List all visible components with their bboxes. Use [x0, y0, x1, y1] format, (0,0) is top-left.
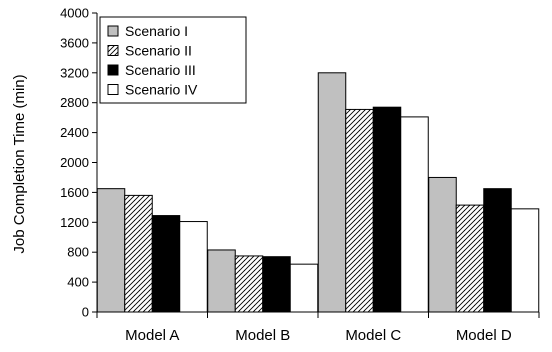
legend-label: Scenario II — [125, 43, 192, 59]
x-category-label: Model A — [125, 327, 179, 344]
y-tick-label: 1600 — [60, 185, 89, 200]
y-tick-label: 0 — [82, 305, 89, 320]
x-category-label: Model C — [345, 327, 401, 344]
bar-scenario-iii-model-a — [151, 215, 181, 313]
bar-scenario-iii-model-c — [372, 106, 402, 313]
legend-swatch-scenario-ii — [107, 45, 119, 56]
y-tick-label: 800 — [67, 245, 89, 260]
legend-label: Scenario I — [125, 23, 188, 39]
bar-scenario-iv-model-a — [179, 221, 208, 313]
legend: Scenario I Scenario II Scenario III Scenari… — [99, 16, 247, 104]
legend-swatch-scenario-iv — [107, 84, 119, 95]
legend-label: Scenario III — [125, 62, 196, 78]
y-tick-label: 4000 — [60, 6, 89, 21]
y-tick-label: 400 — [67, 275, 89, 290]
bar-scenario-iv-model-c — [400, 116, 429, 313]
bar-scenario-i-model-d — [428, 176, 457, 313]
x-category-label: Model D — [456, 327, 512, 344]
bar-scenario-iv-model-d — [510, 208, 540, 313]
bar-scenario-iv-model-b — [289, 263, 319, 313]
y-tick-label: 3200 — [60, 65, 89, 80]
y-axis-title-group: Job Completion Time (min) — [11, 74, 28, 253]
x-category-label: Model B — [235, 327, 290, 344]
legend-label: Scenario IV — [125, 82, 198, 98]
bar-scenario-ii-model-c — [345, 108, 374, 313]
y-tick-label: 1200 — [60, 215, 89, 230]
legend-box — [99, 16, 247, 104]
y-tick-label: 2400 — [60, 125, 89, 140]
bar-scenario-i-model-a — [96, 188, 126, 313]
y-tick-label: 2800 — [60, 95, 89, 110]
y-tick-label: 3600 — [60, 35, 89, 50]
bar-scenario-ii-model-b — [234, 255, 264, 313]
legend-swatch-scenario-i — [107, 25, 119, 37]
bar-scenario-iii-model-b — [262, 256, 291, 313]
y-axis-title: Job Completion Time (min) — [11, 74, 28, 253]
bar-scenario-i-model-b — [207, 249, 236, 313]
y-tick-label: 2000 — [60, 155, 89, 170]
bar-scenario-ii-model-d — [455, 204, 485, 313]
bar-scenario-ii-model-a — [124, 194, 153, 313]
bar-scenario-iii-model-d — [483, 188, 512, 313]
bar-scenario-i-model-c — [317, 72, 347, 313]
plot-area: 0 400 800 1200 1600 2000 2400 2800 3200 3600 4000 M… — [60, 6, 540, 344]
legend-swatch-scenario-iii — [107, 64, 119, 76]
